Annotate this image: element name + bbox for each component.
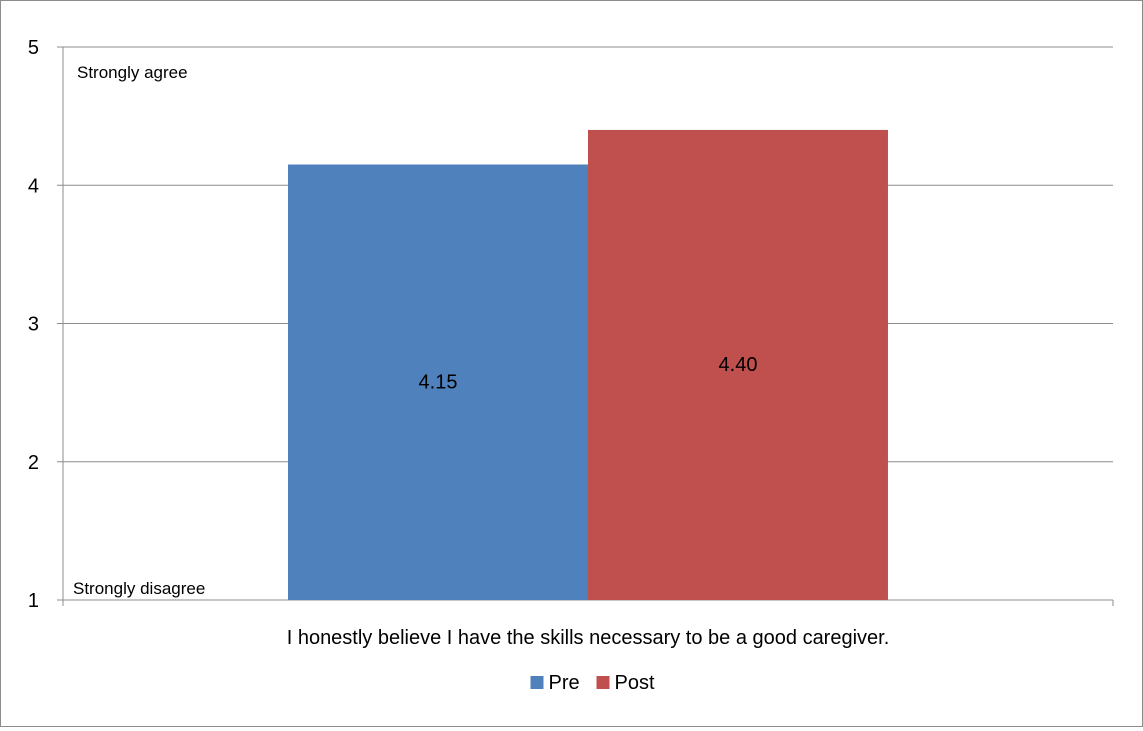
bar-pre (288, 164, 588, 600)
y-tick-label: 3 (28, 314, 39, 336)
data-label-pre: 4.15 (419, 371, 458, 393)
y-tick-label: 4 (28, 175, 39, 197)
legend-swatch-pre (530, 676, 544, 689)
chart-text: Strongly agree Strongly disagree I hones… (73, 63, 889, 649)
y-tick-label: 2 (28, 452, 39, 474)
data-label-post: 4.40 (719, 354, 758, 376)
legend-label-pre: Pre (549, 672, 580, 694)
legend-label-post: Post (615, 672, 655, 694)
category-label: I honestly believe I have the skills nec… (287, 627, 890, 649)
y-tick-label: 1 (28, 590, 39, 612)
bars: 4.15 4.40 (288, 129, 888, 600)
legend: Pre Post (530, 672, 655, 694)
annotation-strongly-agree: Strongly agree (77, 63, 188, 82)
annotation-strongly-disagree: Strongly disagree (73, 579, 205, 598)
y-tick-label: 5 (28, 37, 39, 59)
bar-post (588, 129, 888, 600)
legend-swatch-post (596, 676, 610, 689)
